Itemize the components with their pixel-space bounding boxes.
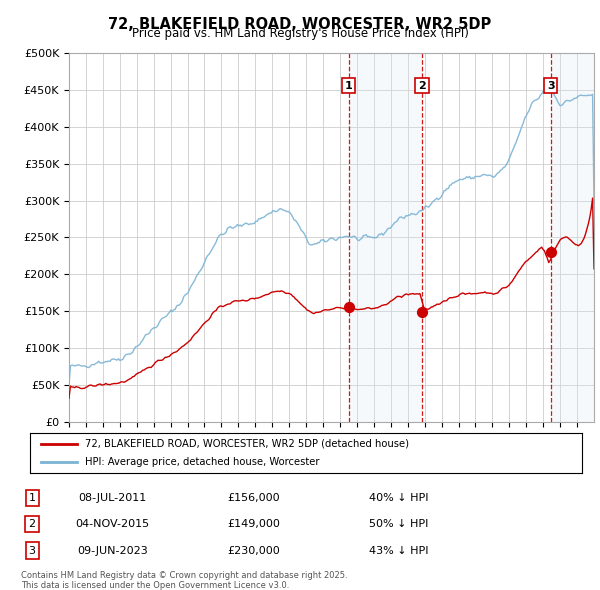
Text: 09-JUN-2023: 09-JUN-2023 [77,546,148,556]
Text: £156,000: £156,000 [227,493,280,503]
Text: 72, BLAKEFIELD ROAD, WORCESTER, WR2 5DP: 72, BLAKEFIELD ROAD, WORCESTER, WR2 5DP [109,17,491,31]
Text: 1: 1 [29,493,35,503]
Point [546,248,556,257]
Text: 2: 2 [29,519,36,529]
Text: 3: 3 [547,81,554,90]
Text: 72, BLAKEFIELD ROAD, WORCESTER, WR2 5DP (detached house): 72, BLAKEFIELD ROAD, WORCESTER, WR2 5DP … [85,439,409,449]
Text: Contains HM Land Registry data © Crown copyright and database right 2025.
This d: Contains HM Land Registry data © Crown c… [21,571,347,590]
Text: Price paid vs. HM Land Registry's House Price Index (HPI): Price paid vs. HM Land Registry's House … [131,27,469,40]
Text: 1: 1 [345,81,353,90]
Text: 3: 3 [29,546,35,556]
Text: HPI: Average price, detached house, Worcester: HPI: Average price, detached house, Worc… [85,457,320,467]
Bar [551,53,594,422]
Text: 40% ↓ HPI: 40% ↓ HPI [369,493,428,503]
Text: 50% ↓ HPI: 50% ↓ HPI [369,519,428,529]
Text: £149,000: £149,000 [227,519,280,529]
Bar [586,53,594,422]
Text: 04-NOV-2015: 04-NOV-2015 [76,519,150,529]
Point [417,307,427,317]
Text: 08-JUL-2011: 08-JUL-2011 [79,493,147,503]
Bar [349,53,422,422]
Text: £230,000: £230,000 [227,546,280,556]
Text: 43% ↓ HPI: 43% ↓ HPI [369,546,428,556]
Point [344,302,353,312]
Text: 2: 2 [418,81,426,90]
